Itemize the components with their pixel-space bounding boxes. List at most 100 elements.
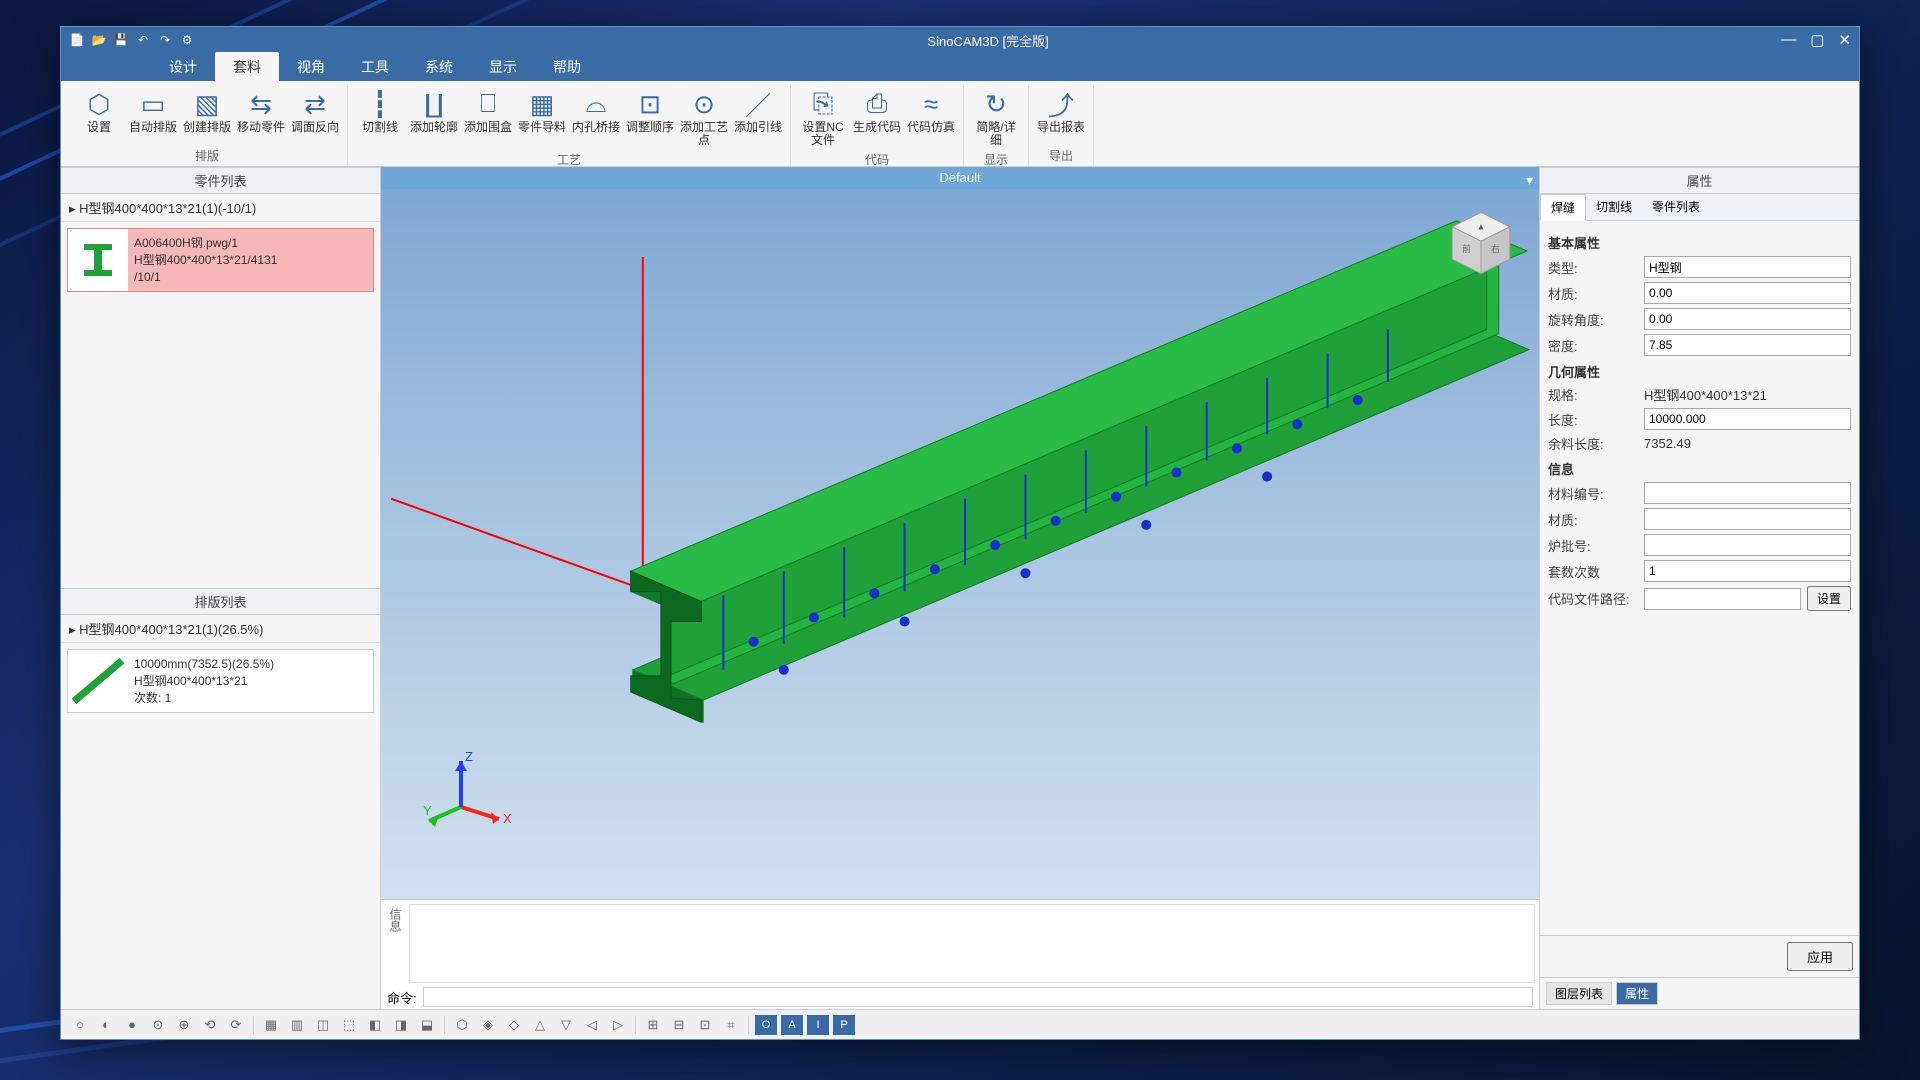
statusbar-btn-18[interactable]: ◇ xyxy=(503,1014,525,1036)
menu-tab-1[interactable]: 套料 xyxy=(215,52,279,81)
statusbar-btn-9[interactable]: ▥ xyxy=(286,1014,308,1036)
statusbar-btn-3[interactable]: ⊙ xyxy=(147,1014,169,1036)
prop-input[interactable] xyxy=(1644,334,1851,356)
statusbar-btn-10[interactable]: ◫ xyxy=(312,1014,334,1036)
statusbar-btn-27[interactable]: ⌗ xyxy=(720,1014,742,1036)
ribbon-btn-1-5[interactable]: ⊡调整顺序 xyxy=(624,85,676,149)
statusbar-btn-24[interactable]: ⊞ xyxy=(642,1014,664,1036)
parts-tree-root[interactable]: ▸ H型钢400*400*13*21(1)(-10/1) xyxy=(61,194,380,222)
cmd-input[interactable] xyxy=(423,987,1533,1007)
prop-tab-1[interactable]: 切割线 xyxy=(1586,194,1642,220)
ribbon-btn-3-0[interactable]: ↻简略/详细 xyxy=(970,85,1022,149)
prop-row: 类型: xyxy=(1548,256,1851,278)
prop-input[interactable] xyxy=(1644,508,1851,530)
prop-suffix-button[interactable]: 设置 xyxy=(1807,586,1851,611)
ribbon-btn-1-0[interactable]: ┇切割线 xyxy=(354,85,406,149)
view-cube[interactable]: ▲ 前 右 xyxy=(1445,207,1517,279)
qat-redo-icon[interactable]: ↷ xyxy=(157,32,173,48)
statusbar-btn-12[interactable]: ◧ xyxy=(364,1014,386,1036)
prop-tab-0[interactable]: 焊缝 xyxy=(1540,194,1586,221)
statusbar-toggle-3[interactable]: P xyxy=(833,1015,855,1035)
viewport-tab[interactable]: Default ▾ xyxy=(381,167,1539,189)
ribbon-btn-0-2[interactable]: ▧创建排版 xyxy=(181,85,233,145)
statusbar-toggle-0[interactable]: O xyxy=(755,1015,777,1035)
prop-input[interactable] xyxy=(1644,282,1851,304)
ribbon-btn-0-3[interactable]: ⇆移动零件 xyxy=(235,85,287,145)
minimize-button[interactable]: — xyxy=(1781,31,1796,49)
ribbon-btn-1-1[interactable]: ∐添加轮廓 xyxy=(408,85,460,149)
ribbon-btn-0-0[interactable]: ⬡设置 xyxy=(73,85,125,145)
ribbon-btn-1-7[interactable]: ／添加引线 xyxy=(732,85,784,149)
statusbar-btn-26[interactable]: ⊡ xyxy=(694,1014,716,1036)
apply-button[interactable]: 应用 xyxy=(1787,942,1853,971)
menu-tab-5[interactable]: 显示 xyxy=(471,52,535,81)
ribbon-btn-1-3[interactable]: ▦零件导料 xyxy=(516,85,568,149)
statusbar-btn-20[interactable]: ▽ xyxy=(555,1014,577,1036)
ribbon-btn-1-2[interactable]: ⎕添加围盒 xyxy=(462,85,514,149)
prop-input[interactable] xyxy=(1644,308,1851,330)
prop-input[interactable] xyxy=(1644,256,1851,278)
ribbon-btn-2-1[interactable]: ⎙生成代码 xyxy=(851,85,903,149)
ribbon-btn-4-0[interactable]: ⤴导出报表 xyxy=(1035,85,1087,145)
viewport-3d[interactable]: ▲ 前 右 X Y Z xyxy=(381,189,1539,899)
statusbar-btn-6[interactable]: ⟳ xyxy=(225,1014,247,1036)
statusbar-btn-5[interactable]: ⟲ xyxy=(199,1014,221,1036)
statusbar-btn-13[interactable]: ◨ xyxy=(390,1014,412,1036)
statusbar-btn-1[interactable]: ◐ xyxy=(95,1014,117,1036)
prop-input[interactable] xyxy=(1644,534,1851,556)
close-button[interactable]: ✕ xyxy=(1838,31,1851,49)
right-footer-tab-0[interactable]: 图层列表 xyxy=(1546,982,1612,1005)
qat-open-icon[interactable]: 📂 xyxy=(91,32,107,48)
prop-row: 旋转角度: xyxy=(1548,308,1851,330)
ribbon-btn-2-0[interactable]: ⎘设置NC文件 xyxy=(797,85,849,149)
prop-row: 材料编号: xyxy=(1548,482,1851,504)
statusbar-btn-4[interactable]: ⊕ xyxy=(173,1014,195,1036)
qat-settings-icon[interactable]: ⚙ xyxy=(179,32,195,48)
statusbar-btn-2[interactable]: ● xyxy=(121,1014,143,1036)
statusbar-btn-16[interactable]: ⬡ xyxy=(451,1014,473,1036)
menu-tab-3[interactable]: 工具 xyxy=(343,52,407,81)
menu-tab-2[interactable]: 视角 xyxy=(279,52,343,81)
ribbon-label: 代码仿真 xyxy=(907,121,955,134)
prop-tab-2[interactable]: 零件列表 xyxy=(1642,194,1710,220)
maximize-button[interactable]: ▢ xyxy=(1810,31,1824,49)
statusbar-btn-8[interactable]: ▦ xyxy=(260,1014,282,1036)
statusbar-btn-14[interactable]: ⬓ xyxy=(416,1014,438,1036)
prop-input[interactable] xyxy=(1644,482,1851,504)
ribbon-btn-1-6[interactable]: ⊙添加工艺点 xyxy=(678,85,730,149)
statusbar-btn-22[interactable]: ▷ xyxy=(607,1014,629,1036)
qat-new-icon[interactable]: 📄 xyxy=(69,32,85,48)
statusbar-btn-17[interactable]: ◈ xyxy=(477,1014,499,1036)
menu-tab-0[interactable]: 设计 xyxy=(151,52,215,81)
ribbon-label: 添加围盒 xyxy=(464,121,512,134)
prop-input[interactable] xyxy=(1644,408,1851,430)
viewport-close-icon[interactable]: ▾ xyxy=(1526,169,1533,191)
nest-card[interactable]: 10000mm(7352.5)(26.5%) H型钢400*400*13*21 … xyxy=(67,649,374,713)
nest-tree-root[interactable]: ▸ H型钢400*400*13*21(1)(26.5%) xyxy=(61,615,380,643)
statusbar-toggle-1[interactable]: A xyxy=(781,1015,803,1035)
ribbon-icon: ⎙ xyxy=(860,87,894,121)
prop-key: 套数次数 xyxy=(1548,562,1638,581)
prop-key: 材质: xyxy=(1548,284,1638,303)
menu-tab-4[interactable]: 系统 xyxy=(407,52,471,81)
statusbar-btn-21[interactable]: ◁ xyxy=(581,1014,603,1036)
ribbon-btn-1-4[interactable]: ⌓内孔桥接 xyxy=(570,85,622,149)
statusbar-btn-0[interactable]: ○ xyxy=(69,1014,91,1036)
ribbon-btn-0-1[interactable]: ▭自动排版 xyxy=(127,85,179,145)
qat-undo-icon[interactable]: ↶ xyxy=(135,32,151,48)
svg-text:右: 右 xyxy=(1491,243,1500,254)
statusbar-toggle-2[interactable]: I xyxy=(807,1015,829,1035)
console-log[interactable] xyxy=(409,904,1535,983)
statusbar-btn-25[interactable]: ⊟ xyxy=(668,1014,690,1036)
part-info: A006400H钢.pwg/1 H型钢400*400*13*21/4131 /1… xyxy=(128,229,373,291)
ribbon-btn-0-4[interactable]: ⇄调面反向 xyxy=(289,85,341,145)
part-card[interactable]: A006400H钢.pwg/1 H型钢400*400*13*21/4131 /1… xyxy=(67,228,374,292)
qat-save-icon[interactable]: 💾 xyxy=(113,32,129,48)
menu-tab-6[interactable]: 帮助 xyxy=(535,52,599,81)
prop-input[interactable] xyxy=(1644,588,1801,610)
prop-input[interactable] xyxy=(1644,560,1851,582)
right-footer-tab-1[interactable]: 属性 xyxy=(1616,982,1658,1005)
ribbon-btn-2-2[interactable]: ≈代码仿真 xyxy=(905,85,957,149)
statusbar-btn-11[interactable]: ⬚ xyxy=(338,1014,360,1036)
statusbar-btn-19[interactable]: △ xyxy=(529,1014,551,1036)
